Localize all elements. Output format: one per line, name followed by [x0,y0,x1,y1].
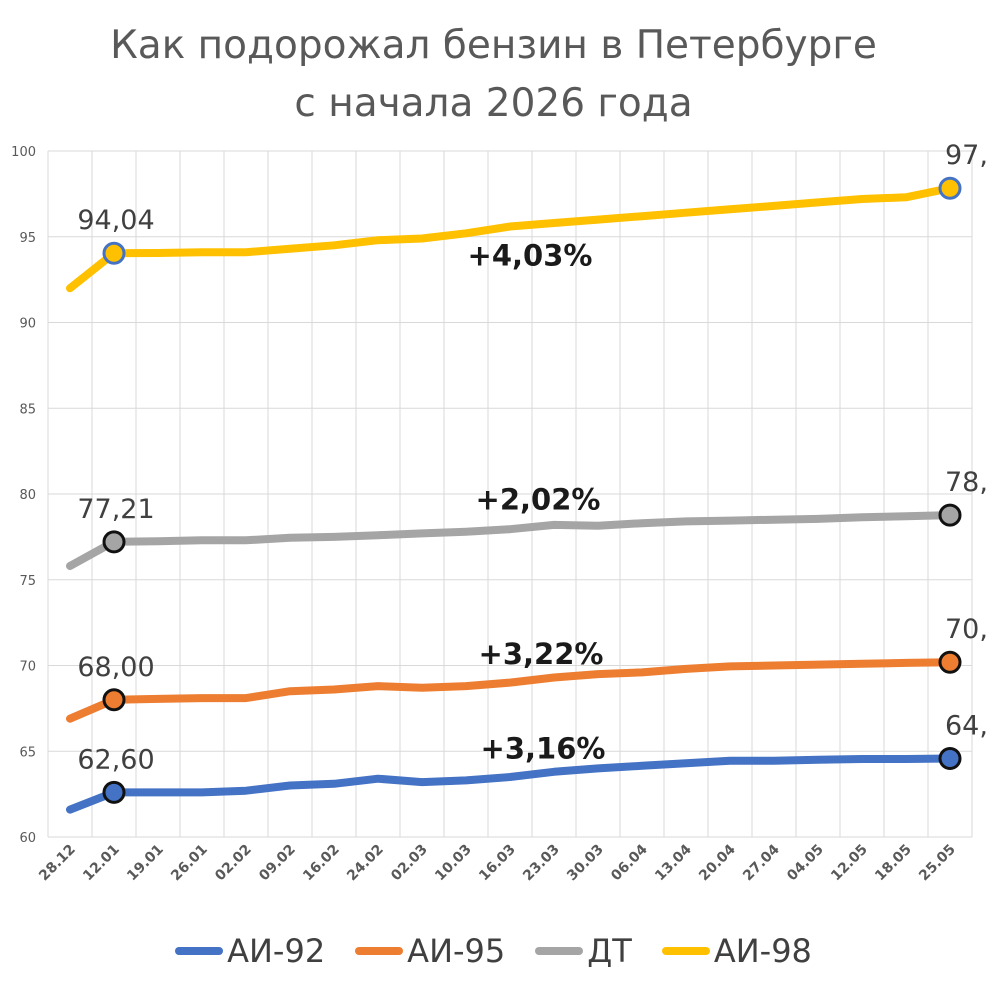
change-label-2: +2,02% [476,483,601,517]
marker-end-0 [938,746,962,770]
series-line-1 [66,658,954,723]
marker-start-1 [102,688,126,712]
data-label-end-3: 97,83 [945,140,987,171]
x-tick-label: 16.03 [476,842,519,885]
change-label-0: +3,16% [481,731,606,765]
data-label-start-3: 94,04 [77,205,154,236]
chart-title-line-1: Как подорожал бензин в Петербурге [110,23,877,68]
x-tick-label: 02.02 [212,842,255,885]
marker-start-0 [102,780,126,804]
x-tick-label: 09.02 [256,842,299,885]
y-tick-label: 80 [19,488,36,503]
legend-swatch-ai98 [661,947,710,955]
series-line-2 [66,511,954,570]
legend-label-ai92: АИ-92 [227,932,326,970]
legend-item-ai98: АИ-98 [661,932,812,970]
legend-label-dt: ДТ [587,932,632,970]
legend-swatch-dt [535,947,584,955]
series-line-0 [66,754,954,814]
data-label-end-0: 64,58 [945,710,987,741]
chart-title-line-2: с начала 2026 года [294,81,693,126]
x-tick-label: 12.01 [80,842,123,885]
legend-item-ai95: АИ-95 [355,932,505,970]
data-label-end-2: 78,77 [945,467,987,498]
x-tick-label: 19.01 [124,842,167,885]
x-tick-label: 27.04 [740,841,783,884]
x-tick-label: 30.03 [564,842,607,885]
x-tick-label: 16.02 [300,842,343,885]
x-tick-label: 06.04 [608,841,651,884]
y-tick-label: 65 [19,745,36,760]
x-tick-label: 25.05 [916,842,959,885]
x-tick-label: 02.03 [388,842,431,885]
marker-start-2 [102,530,126,554]
x-tick-label: 26.01 [168,842,211,885]
x-tick-label: 24.02 [344,842,387,885]
x-tick-label: 12.05 [828,842,871,885]
marker-start-3 [102,241,126,265]
y-tick-label: 100 [11,145,36,160]
y-tick-label: 90 [19,317,36,332]
data-label-start-0: 62,60 [77,744,154,775]
x-tick-label: 10.03 [432,842,475,885]
legend: АИ-92 АИ-95 ДТ АИ-98 [0,932,987,970]
x-tick-label: 20.04 [696,841,739,884]
x-tick-label: 04.05 [784,842,827,885]
series-line-3 [66,184,954,293]
y-tick-label: 75 [19,574,36,589]
data-label-end-1: 70,19 [945,614,987,645]
marker-end-2 [938,503,962,527]
x-tick-label: 13.04 [652,841,695,884]
legend-label-ai98: АИ-98 [713,932,812,970]
marker-end-1 [938,650,962,674]
x-tick-label: 18.05 [872,842,915,885]
x-tick-label: 28.12 [36,842,79,885]
data-label-start-2: 77,21 [77,494,154,525]
change-label-1: +3,22% [479,637,604,671]
y-tick-label: 95 [19,231,36,246]
y-tick-label: 85 [19,402,36,417]
marker-end-3 [938,176,962,200]
legend-label-ai95: АИ-95 [407,932,506,970]
y-tick-label: 60 [19,831,36,846]
change-label-3: +4,03% [468,238,593,272]
legend-swatch-ai92 [175,947,224,955]
legend-item-ai92: АИ-92 [175,932,325,970]
y-tick-label: 70 [19,660,36,675]
legend-item-dt: ДТ [535,932,632,970]
data-label-start-1: 68,00 [77,652,154,683]
x-tick-label: 23.03 [520,842,563,885]
legend-swatch-ai95 [355,947,404,955]
